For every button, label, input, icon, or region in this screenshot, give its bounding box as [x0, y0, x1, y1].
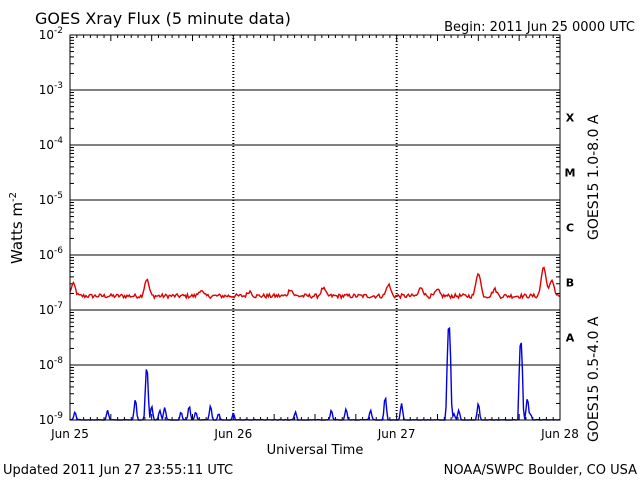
plot-grid — [70, 35, 560, 420]
x-axis-label: Universal Time — [267, 443, 364, 458]
y-tick-label: 10-3 — [39, 81, 63, 97]
footer-updated: Updated 2011 Jun 27 23:55:11 UTC — [3, 463, 233, 478]
y-axis-label: Watts m-2 — [8, 192, 26, 264]
x-tick-labels: Jun 25 Jun 26 Jun 27 Jun 28 — [50, 427, 579, 441]
series-line-short — [69, 326, 561, 421]
flare-class-m: M — [565, 167, 576, 180]
flare-class-x: X — [566, 112, 575, 125]
plot-frame — [69, 34, 561, 421]
y-tick-label: 10-2 — [39, 26, 63, 42]
flare-class-c: C — [566, 222, 574, 235]
chart-title: GOES Xray Flux (5 minute data) — [35, 9, 291, 28]
y-tick-label: 10-5 — [39, 191, 63, 207]
y-tick-label: 10-8 — [39, 356, 64, 372]
footer-credit: NOAA/SWPC Boulder, CO USA — [444, 463, 637, 478]
flare-class-b: B — [566, 277, 574, 290]
begin-label: Begin: 2011 Jun 25 0000 UTC — [444, 20, 635, 35]
x-tick-label: Jun 25 — [50, 427, 89, 441]
y-axis-label-main: Watts m — [8, 202, 26, 264]
y-axis-label-exp: -2 — [8, 192, 19, 202]
legend-series-long: GOES15 1.0-8.0 A — [586, 114, 602, 240]
x-tick-label: Jun 26 — [213, 427, 252, 441]
series-line-long — [69, 266, 561, 301]
flare-class-a: A — [566, 332, 575, 345]
y-tick-label: 10-9 — [39, 411, 64, 427]
svg-text:Watts m-2: Watts m-2 — [8, 192, 26, 264]
series-layer — [69, 266, 561, 421]
x-tick-label: Jun 28 — [540, 427, 579, 441]
x-tick-label: Jun 27 — [377, 427, 416, 441]
legend-series-short: GOES15 0.5-4.0 A — [586, 316, 602, 442]
flare-class-labels: X M C B A — [565, 112, 576, 345]
y-tick-labels: 10-2 10-3 10-4 10-5 10-6 10-7 10-8 10-9 — [39, 26, 64, 427]
y-tick-label: 10-6 — [39, 246, 64, 262]
y-tick-label: 10-7 — [39, 301, 63, 317]
axis-minor-ticks — [70, 35, 560, 420]
y-tick-label: 10-4 — [39, 136, 64, 152]
